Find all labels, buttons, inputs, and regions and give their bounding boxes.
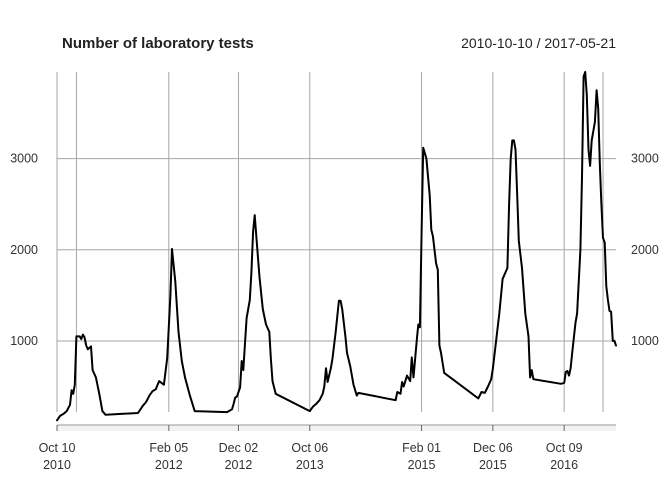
x-tick-label-year: 2012 <box>155 458 183 472</box>
y-axis-labels: 1000 1000 2000 2000 3000 3000 <box>10 152 659 348</box>
y-tick-label-left: 2000 <box>10 243 38 257</box>
y-tick-label-right: 2000 <box>631 243 659 257</box>
y-tick-label-right: 3000 <box>631 152 659 166</box>
y-tick-label-left: 1000 <box>10 334 38 348</box>
date-range: 2010-10-10 / 2017-05-21 <box>461 35 616 51</box>
x-axis-band-fill <box>57 425 616 431</box>
x-tick-label-year: 2013 <box>296 458 324 472</box>
x-tick-label-year: 2015 <box>408 458 436 472</box>
x-tick-label-year: 2012 <box>225 458 253 472</box>
x-axis-band <box>57 424 616 431</box>
x-tick-label: Feb 01 <box>402 441 441 455</box>
x-tick-label: Oct 10 <box>39 441 76 455</box>
x-tick-label-year: 2015 <box>479 458 507 472</box>
x-grid-lines <box>56 72 604 412</box>
x-tick-label: Dec 06 <box>473 441 513 455</box>
x-tick-label: Oct 06 <box>291 441 328 455</box>
y-grid-lines <box>57 158 616 342</box>
y-tick-label-right: 1000 <box>631 334 659 348</box>
chart-title: Number of laboratory tests <box>62 35 254 52</box>
x-tick-label: Oct 09 <box>546 441 583 455</box>
x-tick-label-year: 2010 <box>43 458 71 472</box>
x-tick-label-year: 2016 <box>550 458 578 472</box>
y-tick-label-left: 3000 <box>10 152 38 166</box>
x-axis-labels: Oct 10 2010 Feb 05 2012 Dec 02 2012 Oct 06 2013… <box>39 425 583 472</box>
x-tick-label: Feb 05 <box>149 441 188 455</box>
series-line <box>56 71 617 422</box>
x-tick-label: Dec 02 <box>219 441 259 455</box>
